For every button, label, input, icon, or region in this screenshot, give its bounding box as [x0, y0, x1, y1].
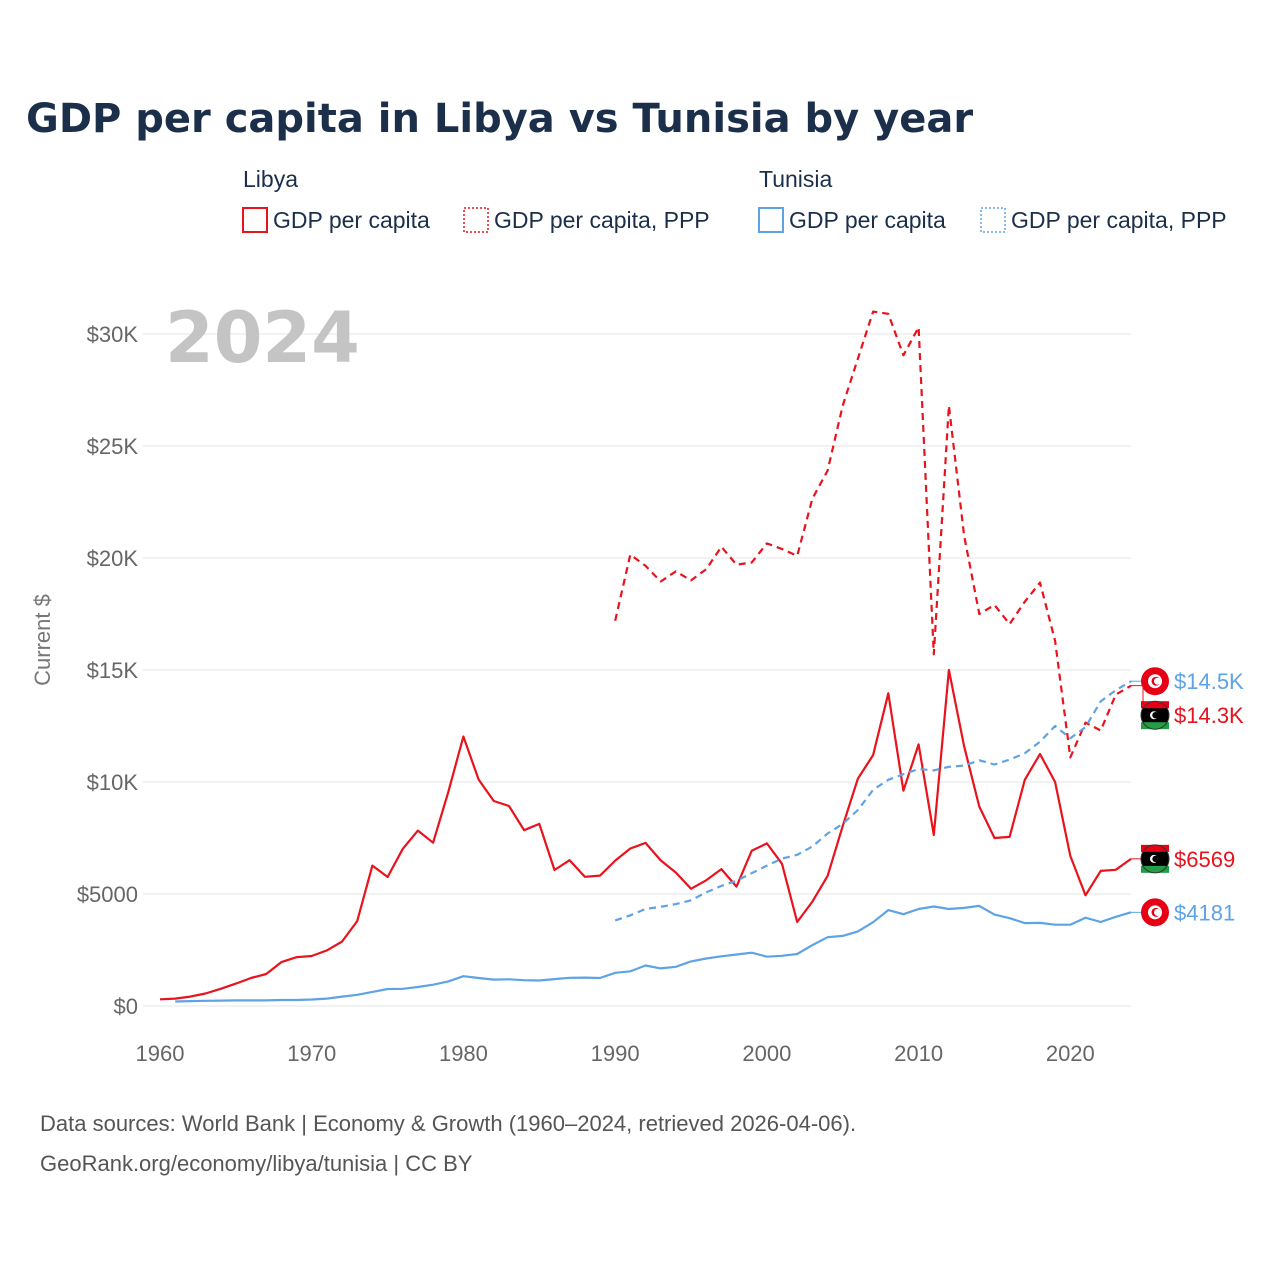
x-tick-label: 2020: [1046, 1041, 1095, 1066]
series-line-libya-ppp: [614, 310, 1132, 759]
flag-tunisia: [1141, 898, 1169, 927]
flag-libya: [1140, 700, 1170, 730]
series-line-libya-gdp: [159, 668, 1132, 1001]
legend-group-tunisia: Tunisia: [759, 166, 832, 192]
y-tick-label: $5000: [77, 882, 138, 907]
series-line-tunisia-gdp: [175, 904, 1132, 1003]
x-tick-label: 1980: [439, 1041, 488, 1066]
source-line-2: GeoRank.org/economy/libya/tunisia | CC B…: [40, 1151, 473, 1176]
x-tick-label: 1990: [591, 1041, 640, 1066]
x-tick-label: 2010: [894, 1041, 943, 1066]
legend-swatch-tunisia-ppp: [980, 207, 1006, 233]
current-year-label: 2024: [165, 297, 360, 379]
y-tick-label: $0: [114, 994, 138, 1019]
legend-swatch-tunisia-gdp: [758, 207, 784, 233]
y-tick-label: $25K: [87, 434, 139, 459]
legend-swatch-libya-gdp: [242, 207, 268, 233]
y-tick-label: $30K: [87, 322, 139, 347]
x-tick-label: 2000: [742, 1041, 791, 1066]
end-label-libya-gdp: $6569: [1174, 847, 1235, 872]
legend: Libya Tunisia GDP per capita GDP per cap…: [242, 166, 1227, 233]
legend-label-tunisia-ppp: GDP per capita, PPP: [1011, 207, 1227, 233]
flag-libya: [1140, 844, 1170, 874]
series-lines: [159, 310, 1132, 1003]
y-axis-ticks: $0 $5000 $10K $15K $20K $25K $30K: [77, 322, 139, 1019]
gridlines: [143, 333, 1131, 1007]
legend-label-tunisia-gdp: GDP per capita: [789, 207, 946, 233]
end-labels: $14.5K $14.3K $6569 $4181: [1131, 667, 1244, 927]
legend-group-libya: Libya: [243, 166, 298, 192]
series-line-tunisia-ppp: [614, 680, 1132, 922]
x-tick-label: 1970: [287, 1041, 336, 1066]
x-axis-ticks: 1960 1970 1980 1990 2000 2010 2020: [136, 1041, 1095, 1066]
legend-swatch-libya-ppp: [463, 207, 489, 233]
chart-title: GDP per capita in Libya vs Tunisia by ye…: [26, 96, 973, 142]
source-line-1: Data sources: World Bank | Economy & Gro…: [40, 1111, 856, 1136]
flag-tunisia: [1141, 667, 1169, 696]
y-tick-label: $20K: [87, 546, 139, 571]
end-label-tunisia-ppp: $14.5K: [1174, 669, 1244, 694]
y-axis-label: Current $: [30, 594, 55, 686]
legend-label-libya-gdp: GDP per capita: [273, 207, 430, 233]
y-tick-label: $15K: [87, 658, 139, 683]
y-tick-label: $10K: [87, 770, 139, 795]
x-tick-label: 1960: [136, 1041, 185, 1066]
end-label-tunisia-gdp: $4181: [1174, 900, 1235, 925]
end-label-libya-ppp: $14.3K: [1174, 703, 1244, 728]
legend-label-libya-ppp: GDP per capita, PPP: [494, 207, 710, 233]
